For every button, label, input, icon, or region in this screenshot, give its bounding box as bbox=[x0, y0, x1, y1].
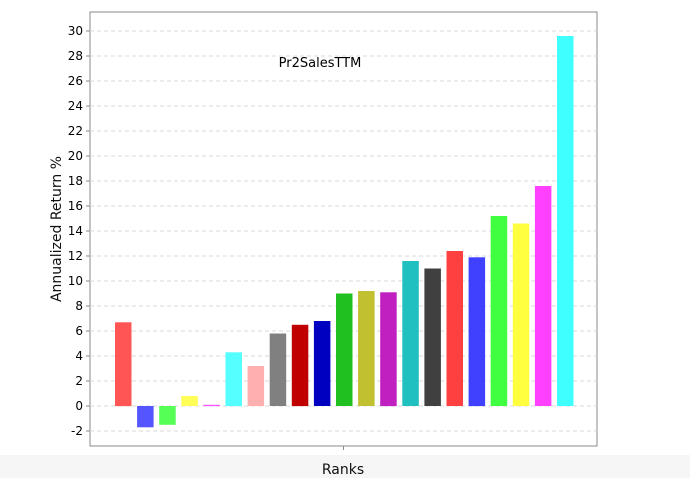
bar-rank-4 bbox=[181, 396, 198, 406]
bar-rank-17 bbox=[468, 257, 486, 407]
y-tick-label: 18 bbox=[68, 174, 83, 188]
y-tick-label: -2 bbox=[71, 424, 83, 438]
y-tick-label: 8 bbox=[75, 299, 83, 313]
y-tick-label: 6 bbox=[75, 324, 83, 338]
bar-rank-8 bbox=[269, 333, 287, 406]
bar-rank-6 bbox=[225, 352, 242, 407]
bar-rank-19 bbox=[512, 223, 530, 406]
bar-rank-5 bbox=[203, 404, 220, 407]
y-tick-label: 30 bbox=[68, 24, 83, 38]
y-tick-label: 26 bbox=[68, 74, 83, 88]
bar-rank-13 bbox=[380, 292, 397, 407]
bar-rank-11 bbox=[336, 293, 353, 406]
bar-rank-14 bbox=[402, 261, 419, 406]
bar-rank-9 bbox=[291, 324, 309, 407]
y-tick-label: 20 bbox=[68, 149, 83, 163]
bar-rank-15 bbox=[424, 268, 441, 406]
bar-rank-7 bbox=[247, 366, 265, 406]
footer-band bbox=[0, 455, 690, 478]
bar-rank-2 bbox=[137, 406, 154, 428]
y-tick-label: 10 bbox=[68, 274, 83, 288]
y-tick-label: 16 bbox=[68, 199, 83, 213]
y-tick-label: 4 bbox=[75, 349, 83, 363]
grid-lines bbox=[90, 30, 597, 432]
chart-title: Pr2SalesTTM bbox=[279, 56, 362, 71]
bar-rank-16 bbox=[446, 251, 463, 406]
x-axis-title: Ranks bbox=[322, 462, 364, 478]
bar-rank-10 bbox=[313, 321, 331, 406]
bar-rank-18 bbox=[490, 216, 508, 406]
bars bbox=[115, 36, 574, 428]
bar-rank-1 bbox=[115, 322, 132, 407]
bar-rank-20 bbox=[534, 186, 552, 406]
y-tick-label: 2 bbox=[75, 374, 83, 388]
y-tick-label: 24 bbox=[68, 99, 83, 113]
y-tick-label: 14 bbox=[68, 224, 83, 238]
bar-rank-21 bbox=[557, 36, 574, 406]
y-tick-label: 12 bbox=[68, 249, 83, 263]
y-tick-label: 22 bbox=[68, 124, 83, 138]
y-axis-title: Annualized Return % bbox=[49, 156, 65, 302]
y-tick-label: 0 bbox=[75, 399, 83, 413]
bar-rank-12 bbox=[358, 291, 375, 406]
bar-rank-3 bbox=[159, 406, 176, 425]
y-tick-label: 28 bbox=[68, 49, 83, 63]
